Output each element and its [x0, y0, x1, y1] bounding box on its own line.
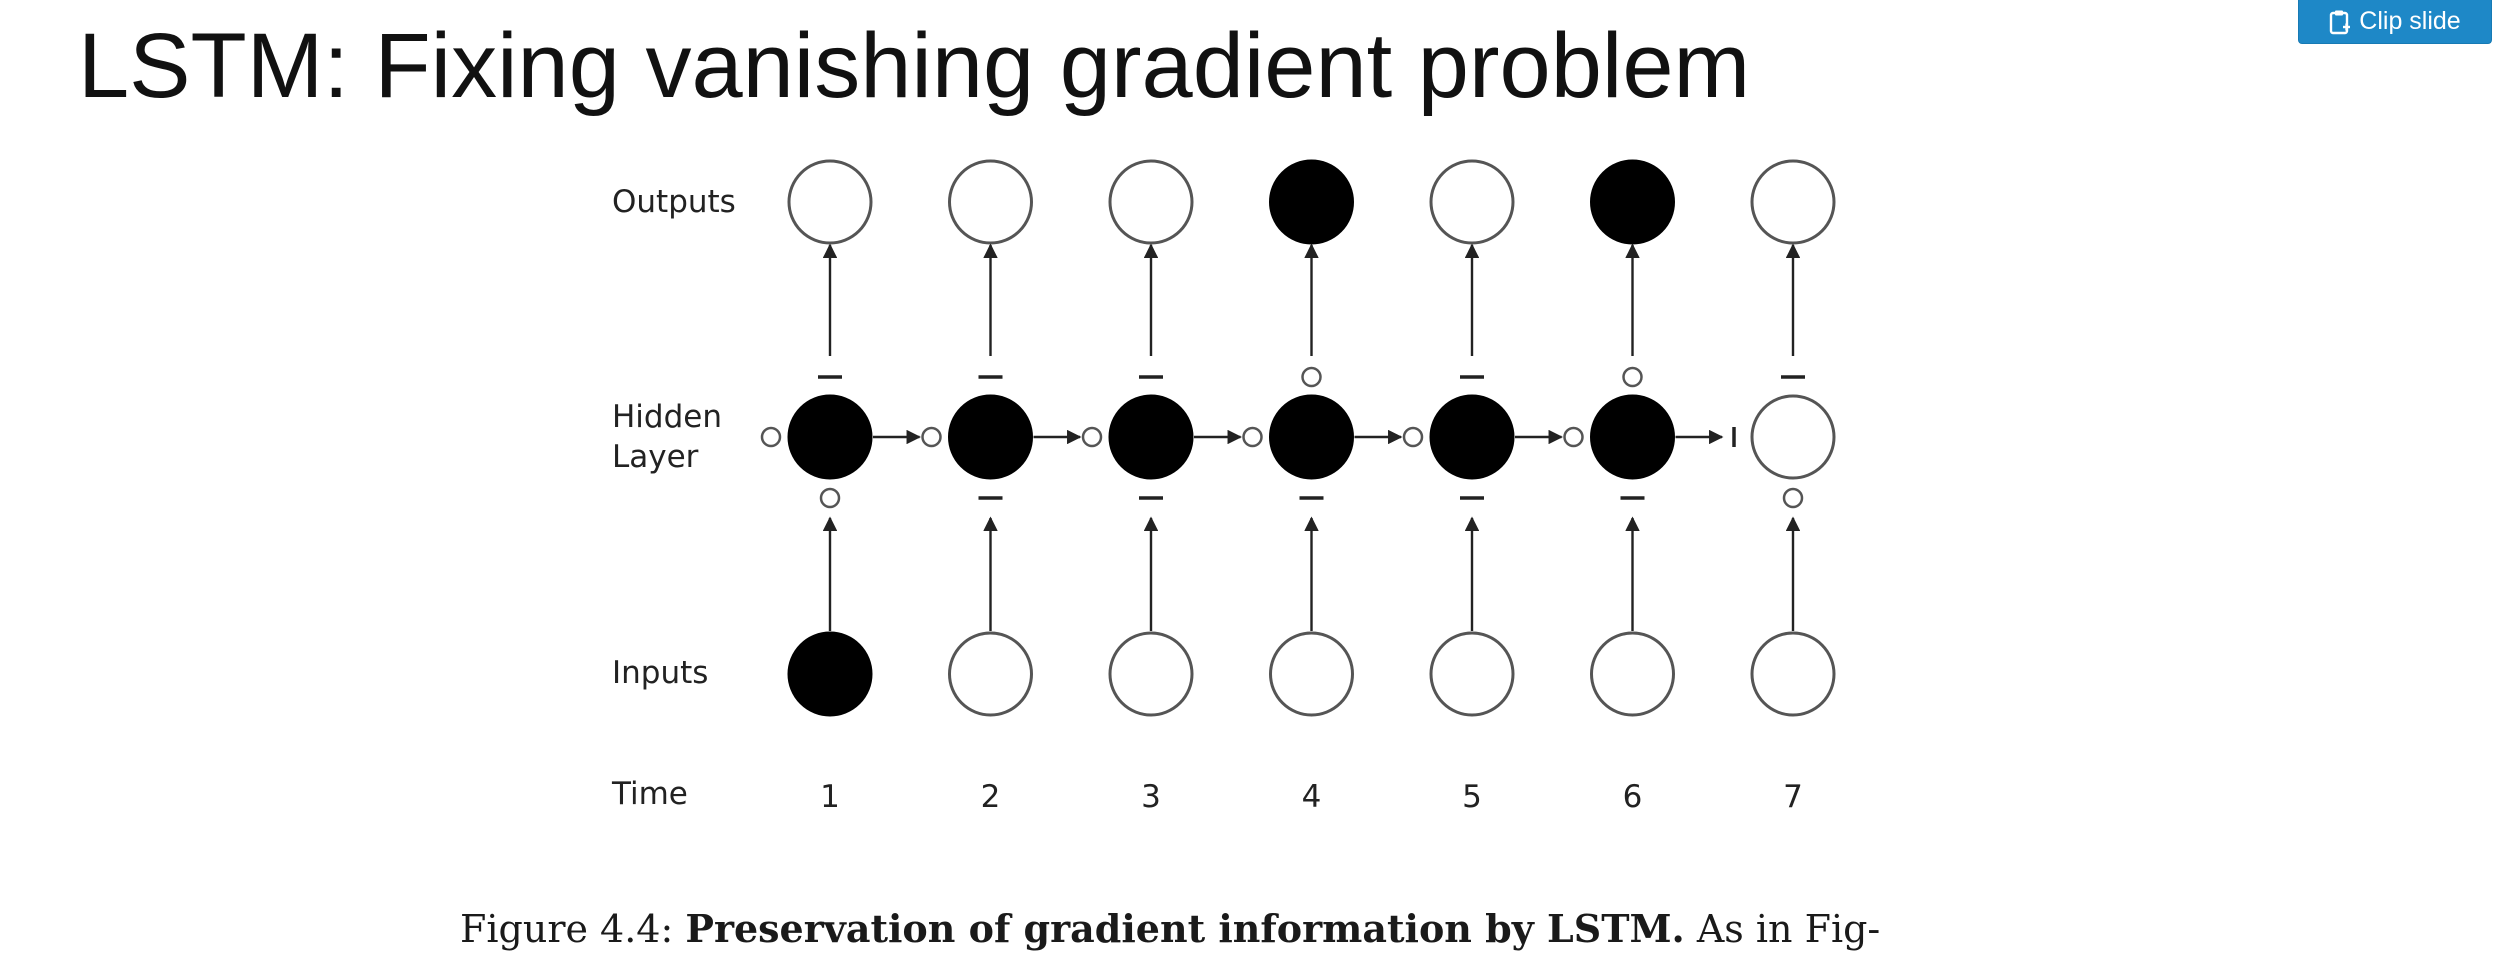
- input-node-1: [787, 631, 873, 717]
- output-node-3: [1108, 159, 1194, 245]
- row-label-layer: Layer: [612, 439, 699, 475]
- hidden-node-6: [1590, 394, 1675, 480]
- forget-gate-4-open: [1242, 426, 1263, 448]
- forget-gate-6-open: [1563, 426, 1584, 448]
- caption-prefix: Figure 4.4:: [460, 907, 686, 951]
- diagram-body: 1 2 3 4 5 6 7: [760, 159, 1836, 815]
- forget-gate-5-open: [1402, 426, 1424, 448]
- output-node-1: [787, 159, 873, 245]
- output-node-2: [948, 159, 1033, 245]
- output-node-5: [1429, 159, 1515, 245]
- clip-slide-label: Clip slide: [2359, 7, 2461, 35]
- forget-gate-1-open: [760, 426, 782, 448]
- output-node-6: [1590, 159, 1675, 245]
- hidden-node-3: [1108, 394, 1194, 480]
- time-label-2: 2: [981, 779, 1001, 815]
- time-label-4: 4: [1302, 779, 1322, 815]
- hidden-node-4: [1269, 394, 1354, 480]
- input-node-2: [948, 631, 1033, 717]
- time-label-1: 1: [820, 779, 840, 815]
- time-label-6: 6: [1623, 779, 1643, 815]
- figure-caption: Figure 4.4: Preservation of gradient inf…: [460, 904, 1880, 954]
- output-gate-6-open: [1622, 366, 1643, 388]
- input-node-6: [1590, 631, 1675, 717]
- row-label-time: Time: [611, 776, 688, 812]
- row-label-hidden: Hidden: [612, 399, 722, 435]
- input-gate-1-open: [819, 487, 841, 509]
- hidden-node-2: [948, 394, 1033, 480]
- input-node-4: [1269, 631, 1354, 717]
- forget-gate-2-open: [921, 426, 942, 448]
- output-gate-4-open: [1301, 366, 1322, 388]
- time-label-7: 7: [1783, 779, 1803, 815]
- input-node-3: [1108, 631, 1194, 717]
- input-node-5: [1429, 631, 1515, 717]
- row-label-inputs: Inputs: [612, 655, 708, 691]
- caption-bold: Preservation of gradient information by …: [685, 906, 1685, 951]
- input-node-7: [1750, 631, 1836, 717]
- clip-slide-button[interactable]: Clip slide: [2298, 0, 2492, 44]
- input-gate-7-open: [1782, 487, 1804, 509]
- hidden-node-5: [1429, 394, 1515, 480]
- caption-suffix: As in Fig-: [1684, 907, 1881, 951]
- slide-title: LSTM: Fixing vanishing gradient problem: [78, 15, 1751, 117]
- hidden-node-1: [787, 394, 873, 480]
- output-node-4: [1269, 159, 1354, 245]
- forget-gate-3-open: [1081, 426, 1103, 448]
- time-label-3: 3: [1141, 779, 1161, 815]
- clipboard-plus-icon: [2329, 9, 2351, 35]
- row-label-outputs: Outputs: [612, 184, 736, 220]
- hidden-node-7: [1750, 394, 1836, 480]
- time-label-5: 5: [1462, 779, 1482, 815]
- output-node-7: [1750, 159, 1836, 245]
